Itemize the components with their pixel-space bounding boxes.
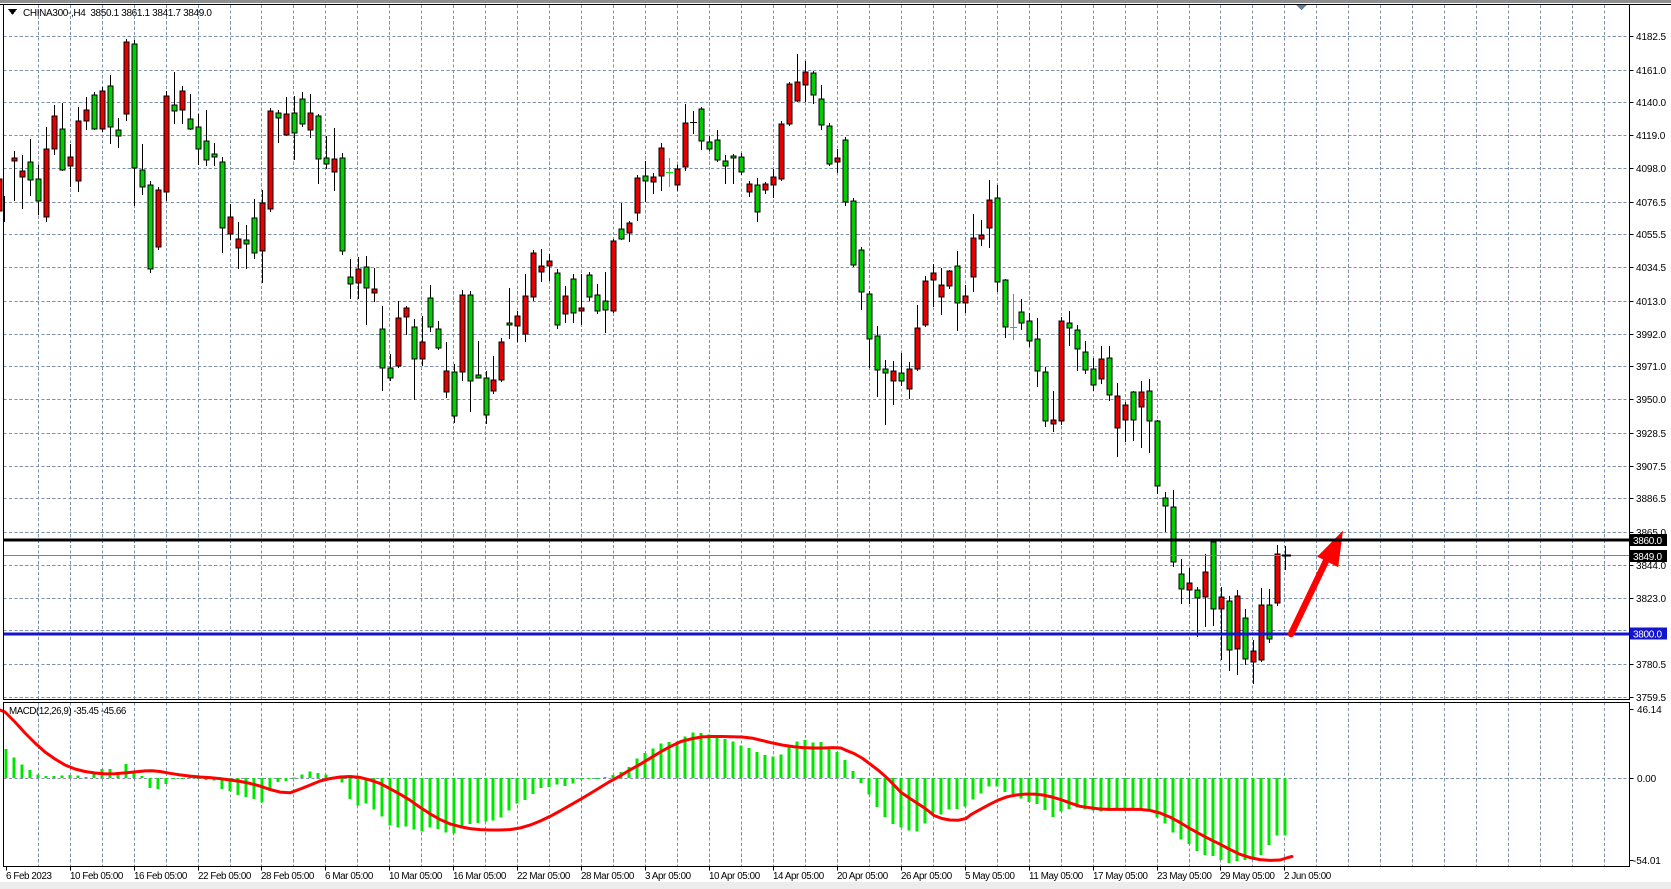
svg-text:3844.0: 3844.0 <box>1636 561 1667 572</box>
svg-text:4182.5: 4182.5 <box>1636 32 1667 43</box>
svg-text:3907.5: 3907.5 <box>1636 462 1667 473</box>
svg-text:4140.0: 4140.0 <box>1636 98 1667 109</box>
svg-text:3860.0: 3860.0 <box>1633 536 1663 547</box>
svg-text:3 Apr 05:00: 3 Apr 05:00 <box>645 871 692 882</box>
svg-text:2 Jun 05:00: 2 Jun 05:00 <box>1284 871 1332 882</box>
svg-text:11 May 05:00: 11 May 05:00 <box>1029 871 1084 882</box>
svg-text:46.14: 46.14 <box>1637 705 1662 716</box>
svg-text:4098.0: 4098.0 <box>1636 164 1667 175</box>
svg-text:6 Feb 2023: 6 Feb 2023 <box>6 871 53 882</box>
svg-text:20 Apr 05:00: 20 Apr 05:00 <box>837 871 889 882</box>
svg-text:5 May 05:00: 5 May 05:00 <box>965 871 1015 882</box>
svg-text:22 Feb 05:00: 22 Feb 05:00 <box>198 871 252 882</box>
svg-text:MACD(12,26,9) -35.45 -45.66: MACD(12,26,9) -35.45 -45.66 <box>9 706 127 717</box>
svg-text:3928.5: 3928.5 <box>1636 429 1667 440</box>
svg-text:29 May 05:00: 29 May 05:00 <box>1220 871 1276 882</box>
svg-text:10 Mar 05:00: 10 Mar 05:00 <box>389 871 443 882</box>
svg-text:3992.0: 3992.0 <box>1636 330 1667 341</box>
svg-text:CHINA300-,H4 3850.1 3861.1 38: CHINA300-,H4 3850.1 3861.1 3841.7 3849.0 <box>23 8 212 19</box>
svg-text:16 Feb 05:00: 16 Feb 05:00 <box>134 871 188 882</box>
svg-text:3865.0: 3865.0 <box>1636 528 1667 539</box>
svg-text:22 Mar 05:00: 22 Mar 05:00 <box>517 871 571 882</box>
svg-text:14 Apr 05:00: 14 Apr 05:00 <box>773 871 825 882</box>
svg-text:16 Mar 05:00: 16 Mar 05:00 <box>453 871 507 882</box>
svg-text:3759.5: 3759.5 <box>1636 693 1667 704</box>
svg-text:4119.0: 4119.0 <box>1636 131 1666 142</box>
svg-text:3886.5: 3886.5 <box>1636 494 1667 505</box>
svg-text:-54.01: -54.01 <box>1633 856 1661 867</box>
svg-text:26 Apr 05:00: 26 Apr 05:00 <box>901 871 953 882</box>
svg-text:3849.0: 3849.0 <box>1633 552 1663 563</box>
svg-text:3950.0: 3950.0 <box>1636 395 1667 406</box>
svg-text:23 May 05:00: 23 May 05:00 <box>1157 871 1213 882</box>
svg-text:10 Feb 05:00: 10 Feb 05:00 <box>70 871 124 882</box>
svg-text:4034.5: 4034.5 <box>1636 263 1667 274</box>
svg-text:4013.0: 4013.0 <box>1636 297 1667 308</box>
svg-text:4055.5: 4055.5 <box>1636 230 1667 241</box>
svg-text:3800.0: 3800.0 <box>1633 630 1663 641</box>
svg-text:4076.5: 4076.5 <box>1636 198 1667 209</box>
svg-text:3780.5: 3780.5 <box>1636 660 1667 671</box>
svg-text:3971.0: 3971.0 <box>1636 362 1667 373</box>
svg-text:28 Mar 05:00: 28 Mar 05:00 <box>581 871 635 882</box>
svg-text:17 May 05:00: 17 May 05:00 <box>1093 871 1149 882</box>
svg-text:10 Apr 05:00: 10 Apr 05:00 <box>709 871 761 882</box>
svg-text:28 Feb 05:00: 28 Feb 05:00 <box>261 871 315 882</box>
svg-text:4161.0: 4161.0 <box>1636 66 1667 77</box>
svg-text:6 Mar 05:00: 6 Mar 05:00 <box>325 871 374 882</box>
svg-text:0.00: 0.00 <box>1637 774 1657 785</box>
svg-text:3823.0: 3823.0 <box>1636 594 1667 605</box>
